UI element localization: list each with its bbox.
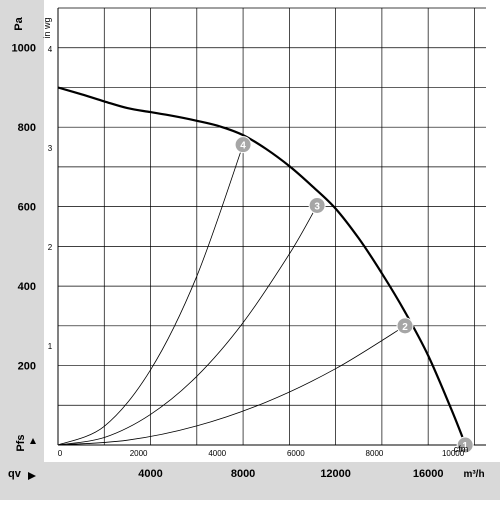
x-secondary-tick-label: 8000 xyxy=(366,449,384,458)
operating-point-circle xyxy=(456,436,474,454)
grid xyxy=(57,7,486,446)
y-primary-tick-label: 600 xyxy=(18,202,36,214)
x-secondary-tick-label: 4000 xyxy=(208,449,226,458)
y-secondary-unit: in wg xyxy=(42,17,52,38)
operating-point-label: 1 xyxy=(462,441,468,452)
y-primary-tick-label: 200 xyxy=(18,361,36,373)
system-curve-line-3 xyxy=(57,322,411,446)
x-axis-label: qv xyxy=(8,468,22,480)
bottom-axis-panel xyxy=(0,462,500,500)
operating-point-circle xyxy=(308,196,326,214)
operating-point-marker: 4 xyxy=(234,136,252,154)
operating-point-label: 2 xyxy=(402,322,408,333)
operating-points: 1 2 3 4 xyxy=(234,136,474,454)
operating-point-circle xyxy=(396,317,414,335)
curves xyxy=(57,86,467,446)
system-curve-line-1 xyxy=(57,144,244,446)
left-axis-panel xyxy=(0,0,44,500)
y-axis-arrow-icon xyxy=(30,438,36,444)
system-curve-line-2 xyxy=(57,205,318,446)
x-secondary-unit: cfm xyxy=(454,444,469,454)
x-primary-tick-label: 12000 xyxy=(320,468,351,480)
x-secondary-tick-label: 0 xyxy=(58,449,63,458)
operating-point-marker: 1 xyxy=(456,436,474,454)
y-primary-tick-label: 800 xyxy=(18,122,36,134)
operating-point-label: 3 xyxy=(314,201,320,212)
y-primary-tick-label: 400 xyxy=(18,281,36,293)
y-secondary-tick-label: 3 xyxy=(48,144,53,153)
x-axis-arrow-icon xyxy=(28,472,36,480)
y-axis-label: Pfs xyxy=(15,434,27,451)
fan-curve-line xyxy=(57,86,467,445)
operating-point-label: 4 xyxy=(240,141,246,152)
y-secondary-tick-label: 1 xyxy=(48,342,53,351)
y-secondary-tick-label: 2 xyxy=(48,243,53,252)
x-primary-unit: m³/h xyxy=(463,469,484,480)
x-primary-tick-label: 8000 xyxy=(231,468,255,480)
operating-point-marker: 2 xyxy=(396,317,414,335)
y-primary-unit: Pa xyxy=(13,16,25,30)
x-secondary-tick-label: 10000 xyxy=(442,449,465,458)
y-secondary-tick-label: 4 xyxy=(48,45,53,54)
x-primary-tick-label: 4000 xyxy=(138,468,162,480)
operating-point-circle xyxy=(234,136,252,154)
x-primary-tick-label: 16000 xyxy=(413,468,444,480)
operating-point-marker: 3 xyxy=(308,196,326,214)
y-primary-tick-label: 1000 xyxy=(12,43,36,55)
x-secondary-tick-label: 2000 xyxy=(130,449,148,458)
x-secondary-tick-label: 6000 xyxy=(287,449,305,458)
